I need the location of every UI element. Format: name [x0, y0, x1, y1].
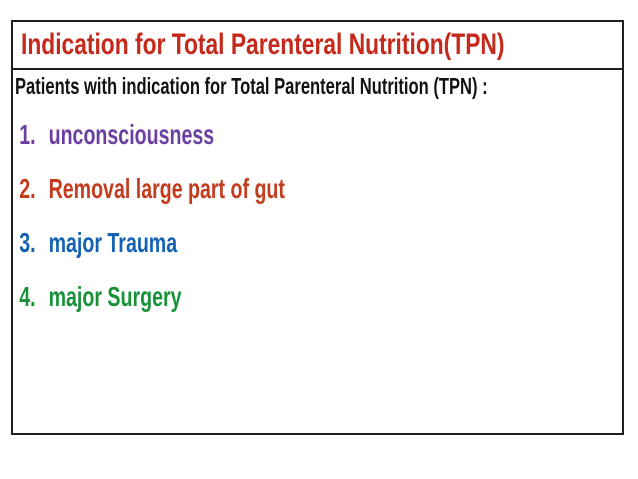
slide-subtitle: Patients with indication for Total Paren… [15, 73, 488, 99]
list-item-label: Removal large part of gut [48, 173, 285, 204]
list-item-major-trauma: 3. major Trauma [15, 228, 440, 258]
list-item-number: 1. [19, 119, 36, 150]
indication-list: 1. unconsciousness 2. Removal large part… [15, 120, 622, 312]
title-bar: Indication for Total Parenteral Nutritio… [13, 22, 622, 70]
list-item-unconsciousness: 1. unconsciousness [15, 120, 440, 150]
list-item-removal-gut: 2. Removal large part of gut [15, 174, 440, 204]
list-item-number: 3. [19, 227, 36, 258]
list-item-label: major Trauma [48, 227, 178, 258]
list-item-label: unconsciousness [48, 119, 215, 150]
list-item-number: 2. [19, 173, 36, 204]
list-item-major-surgery: 4. major Surgery [15, 282, 440, 312]
slide-body: Patients with indication for Total Paren… [13, 70, 622, 312]
slide-title: Indication for Total Parenteral Nutritio… [21, 28, 505, 61]
slide-frame: Indication for Total Parenteral Nutritio… [11, 20, 624, 435]
list-item-label: major Surgery [48, 281, 182, 312]
list-item-number: 4. [19, 281, 36, 312]
